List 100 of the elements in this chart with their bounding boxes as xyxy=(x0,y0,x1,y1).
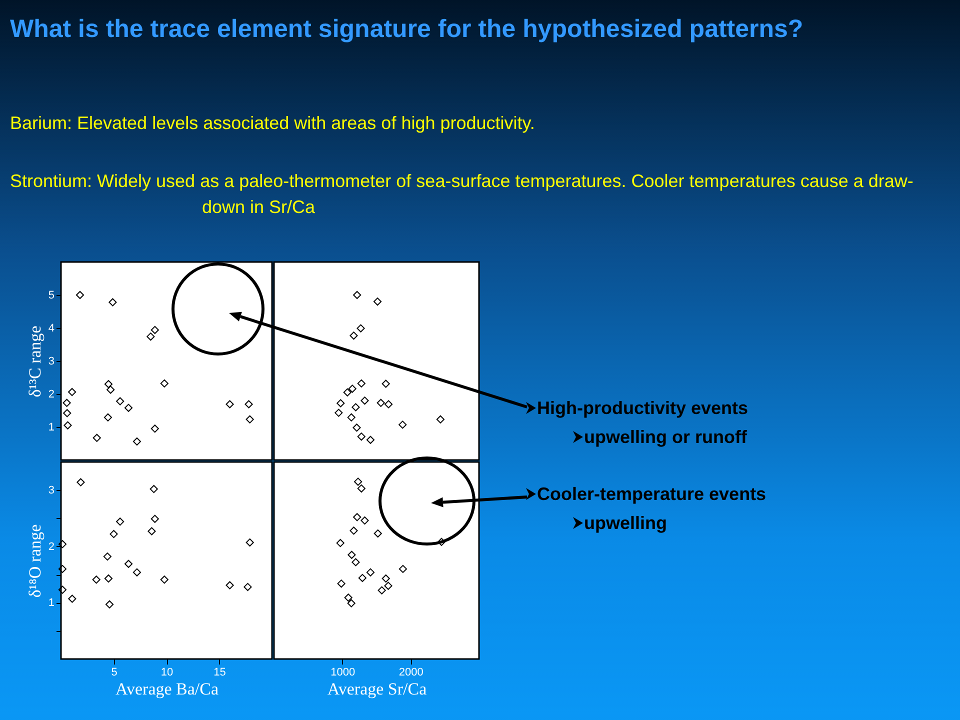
text: upwelling or runoff xyxy=(584,426,747,448)
point xyxy=(374,529,382,538)
y-tick-label: 2 xyxy=(48,540,54,553)
point xyxy=(104,413,112,422)
point xyxy=(358,574,366,582)
text: High-productivity events xyxy=(537,397,748,419)
point xyxy=(384,400,393,408)
point xyxy=(160,576,168,584)
point xyxy=(68,594,76,603)
point xyxy=(226,581,234,590)
text: upwelling xyxy=(584,512,667,534)
text: Strontium: Widely used as a paleo-thermometer of sea-surface temperatures. Cooler temperatures cause a draw-down in Sr/Ca xyxy=(10,170,914,219)
point xyxy=(105,600,114,608)
point xyxy=(244,400,253,408)
point xyxy=(382,574,390,583)
point xyxy=(124,404,133,412)
point xyxy=(347,413,356,422)
point xyxy=(116,397,124,406)
point xyxy=(336,539,344,548)
x-tick-label: 15 xyxy=(214,666,226,678)
point xyxy=(357,432,366,441)
point xyxy=(347,599,356,608)
point xyxy=(132,437,141,446)
point xyxy=(106,386,115,394)
point xyxy=(350,526,358,535)
point xyxy=(350,332,358,340)
point xyxy=(108,298,117,306)
point xyxy=(246,415,254,424)
point xyxy=(104,574,113,583)
point xyxy=(246,538,254,547)
text: What is the trace element signature for the hypothesized patterns? xyxy=(10,14,804,45)
y-tick-label: 4 xyxy=(48,322,54,334)
point xyxy=(58,564,67,573)
text: Cooler-temperature events xyxy=(537,483,766,505)
point xyxy=(384,582,392,590)
x-tick-label: 1000 xyxy=(330,666,356,678)
y-tick-label: 3 xyxy=(48,356,54,368)
point xyxy=(92,434,101,442)
point xyxy=(132,568,141,576)
point xyxy=(343,388,352,396)
point xyxy=(76,290,84,300)
point xyxy=(68,388,76,396)
point xyxy=(344,594,352,602)
point xyxy=(398,564,407,573)
y-tick-label: 1 xyxy=(48,422,54,434)
point xyxy=(124,560,133,568)
point xyxy=(398,420,407,429)
point xyxy=(76,478,85,486)
point xyxy=(63,409,72,418)
point xyxy=(352,558,360,566)
y-tick-label: 2 xyxy=(48,388,54,400)
point xyxy=(360,396,369,405)
x-tick-label: 10 xyxy=(160,666,174,678)
point xyxy=(64,421,72,430)
point xyxy=(348,550,356,559)
point xyxy=(373,298,382,306)
point xyxy=(352,424,361,432)
point xyxy=(150,326,159,334)
point xyxy=(353,513,362,522)
point xyxy=(146,332,155,341)
y-tick-label: 3 xyxy=(48,484,54,497)
point xyxy=(150,484,158,494)
x-tick-label: 2000 xyxy=(398,666,424,678)
point xyxy=(62,398,71,407)
point xyxy=(226,400,234,408)
point xyxy=(378,586,386,594)
point xyxy=(336,399,345,408)
point xyxy=(382,380,390,388)
point xyxy=(437,538,446,546)
point xyxy=(148,527,156,536)
x-tick-label: 5 xyxy=(111,666,118,678)
y-axis-title: δ¹⁸O range xyxy=(25,524,44,598)
point xyxy=(366,436,375,444)
point xyxy=(334,408,343,417)
point xyxy=(150,514,159,523)
point xyxy=(103,552,112,561)
point xyxy=(376,398,385,407)
point xyxy=(360,516,369,525)
text: Barium: Elevated levels associated with areas of high productivity. xyxy=(10,112,536,135)
point xyxy=(353,290,362,300)
y-tick-label: 1 xyxy=(48,597,54,610)
point xyxy=(337,580,346,588)
point xyxy=(354,478,362,486)
point xyxy=(244,582,252,591)
point xyxy=(150,424,159,433)
point xyxy=(92,576,100,584)
point xyxy=(348,384,356,393)
point xyxy=(58,586,67,594)
point xyxy=(110,530,118,538)
point xyxy=(116,518,124,526)
point xyxy=(366,568,375,576)
y-axis-title: δ¹³C range xyxy=(25,326,44,398)
point xyxy=(352,403,360,412)
point xyxy=(58,540,67,548)
x-axis-title: Average Ba/Ca xyxy=(115,680,219,698)
x-axis-title: Average Sr/Ca xyxy=(327,680,428,698)
point xyxy=(160,379,168,388)
y-tick-label: 5 xyxy=(48,290,54,302)
point xyxy=(357,484,366,492)
point xyxy=(104,380,113,388)
